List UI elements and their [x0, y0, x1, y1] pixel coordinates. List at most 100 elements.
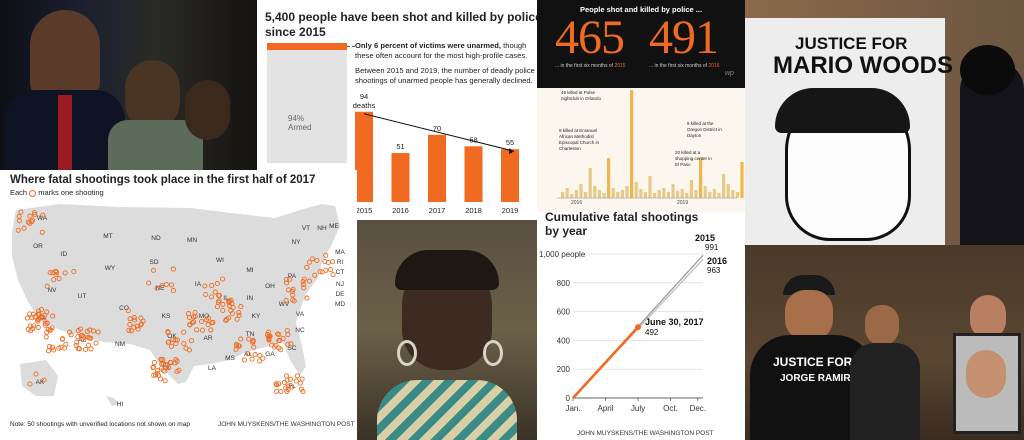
bar-category-label-2019: 2019 — [502, 206, 519, 215]
state-label-ok: OK — [167, 333, 177, 340]
shooting-marker — [18, 209, 24, 215]
state-label-tn: TN — [246, 331, 255, 338]
shooting-marker — [163, 281, 169, 288]
shooting-marker — [85, 334, 91, 340]
shooting-marker — [155, 368, 161, 374]
event-bar — [685, 193, 689, 198]
event-bar — [570, 194, 574, 198]
shooting-marker — [284, 327, 290, 334]
shooting-marker — [45, 348, 52, 354]
state-label-nd: ND — [151, 235, 161, 242]
shooting-marker — [173, 340, 179, 347]
armed-unarmed-box: 94% Armed — [267, 43, 347, 163]
shooting-marker — [173, 357, 179, 363]
unarmed-note-rest: though — [501, 41, 527, 50]
map-credit: JOHN MUYSKENS/THE WASHINGTON POST — [218, 421, 355, 428]
shooting-marker — [312, 272, 318, 278]
event-bar — [561, 192, 565, 198]
event-bar — [666, 192, 670, 198]
shooting-marker — [194, 327, 200, 333]
shooting-marker — [38, 306, 45, 313]
shooting-marker — [127, 321, 133, 328]
shooting-marker — [220, 276, 226, 282]
shooting-marker — [155, 372, 162, 378]
shooting-marker — [306, 278, 313, 284]
shooting-marker — [252, 352, 258, 358]
label-2015-value: 991 — [705, 243, 719, 252]
x-tick-label: April — [597, 404, 613, 413]
bar-category-label-2015: 2015 — [356, 206, 373, 215]
shooting-marker — [276, 381, 282, 387]
state-label-id: ID — [61, 251, 68, 258]
state-label-fl: FL — [288, 383, 296, 390]
hawaii-shape — [106, 396, 120, 406]
state-label-nm: NM — [115, 341, 125, 348]
event-bar — [620, 190, 624, 198]
state-label-nc: NC — [295, 327, 305, 334]
shooting-marker — [246, 336, 252, 342]
state-label-il: IL — [223, 295, 229, 302]
shooting-marker — [330, 259, 336, 265]
cumulative-line-chart: 0 200 400 600 800 1,000 people Jan. April July Oc… — [539, 233, 727, 413]
shooting-marker — [298, 386, 304, 392]
shooting-marker — [278, 388, 284, 395]
dark-counts-panel: People shot and killed by police ... 465… — [537, 0, 745, 88]
shooting-marker — [283, 297, 289, 304]
shooting-marker — [191, 319, 197, 325]
woman-hair — [395, 250, 499, 290]
event-bar — [653, 193, 657, 198]
shooting-marker — [307, 259, 313, 265]
shooting-marker — [205, 315, 212, 321]
photo-men-in-suits — [0, 0, 257, 170]
shooting-marker — [286, 287, 292, 293]
shooting-marker — [32, 211, 38, 218]
shooting-marker — [126, 327, 132, 333]
shooting-marker — [216, 298, 222, 304]
shooting-marker — [138, 322, 144, 328]
event-year-2016: 2016 — [571, 200, 583, 206]
shooting-marker — [25, 219, 31, 225]
shooting-marker — [209, 282, 215, 289]
shooting-marker — [293, 378, 299, 384]
event-bar — [584, 192, 588, 198]
activist-hair — [960, 45, 1015, 95]
series-line-2017 — [572, 326, 639, 399]
shooting-marker — [43, 334, 49, 340]
state-label-ia: IA — [195, 281, 202, 288]
shooting-marker — [42, 322, 48, 328]
shooting-marker — [181, 340, 187, 346]
shooting-marker — [280, 335, 286, 342]
bar-category-label-2016: 2016 — [392, 206, 409, 215]
shooting-marker — [300, 279, 306, 285]
x-tick-label: Dec. — [690, 404, 706, 413]
shooting-marker — [88, 335, 94, 341]
shooting-marker — [16, 218, 22, 224]
wp-logo: wp — [725, 70, 734, 77]
man-left-tie — [58, 95, 72, 170]
state-label-la: LA — [208, 365, 217, 372]
unarmed-note-line1: Only 6 percent of victims were unarmed, … — [355, 41, 526, 50]
shooting-marker — [209, 294, 215, 300]
event-bars — [537, 88, 745, 212]
shooting-marker — [323, 252, 329, 258]
shooting-marker — [170, 288, 176, 294]
boy-head — [865, 305, 899, 345]
armed-label: Armed — [288, 123, 312, 132]
event-bar — [648, 176, 652, 198]
shooting-marker — [35, 324, 41, 330]
shooting-marker — [168, 282, 174, 288]
banner-cap-drawing — [775, 88, 910, 133]
shooting-marker — [192, 313, 198, 319]
shooting-marker — [283, 385, 289, 391]
map-legend-post: marks one shooting — [36, 188, 104, 197]
shooting-marker — [25, 326, 31, 332]
event-bar — [662, 188, 666, 198]
shooting-marker — [208, 327, 214, 333]
alaska-shape — [20, 360, 58, 396]
bar-category-label-2017: 2017 — [429, 206, 446, 215]
shooting-marker — [151, 360, 157, 366]
shooting-marker — [314, 257, 320, 264]
event-bar — [680, 189, 684, 198]
event-bar — [731, 190, 735, 198]
event-bar — [735, 192, 739, 198]
